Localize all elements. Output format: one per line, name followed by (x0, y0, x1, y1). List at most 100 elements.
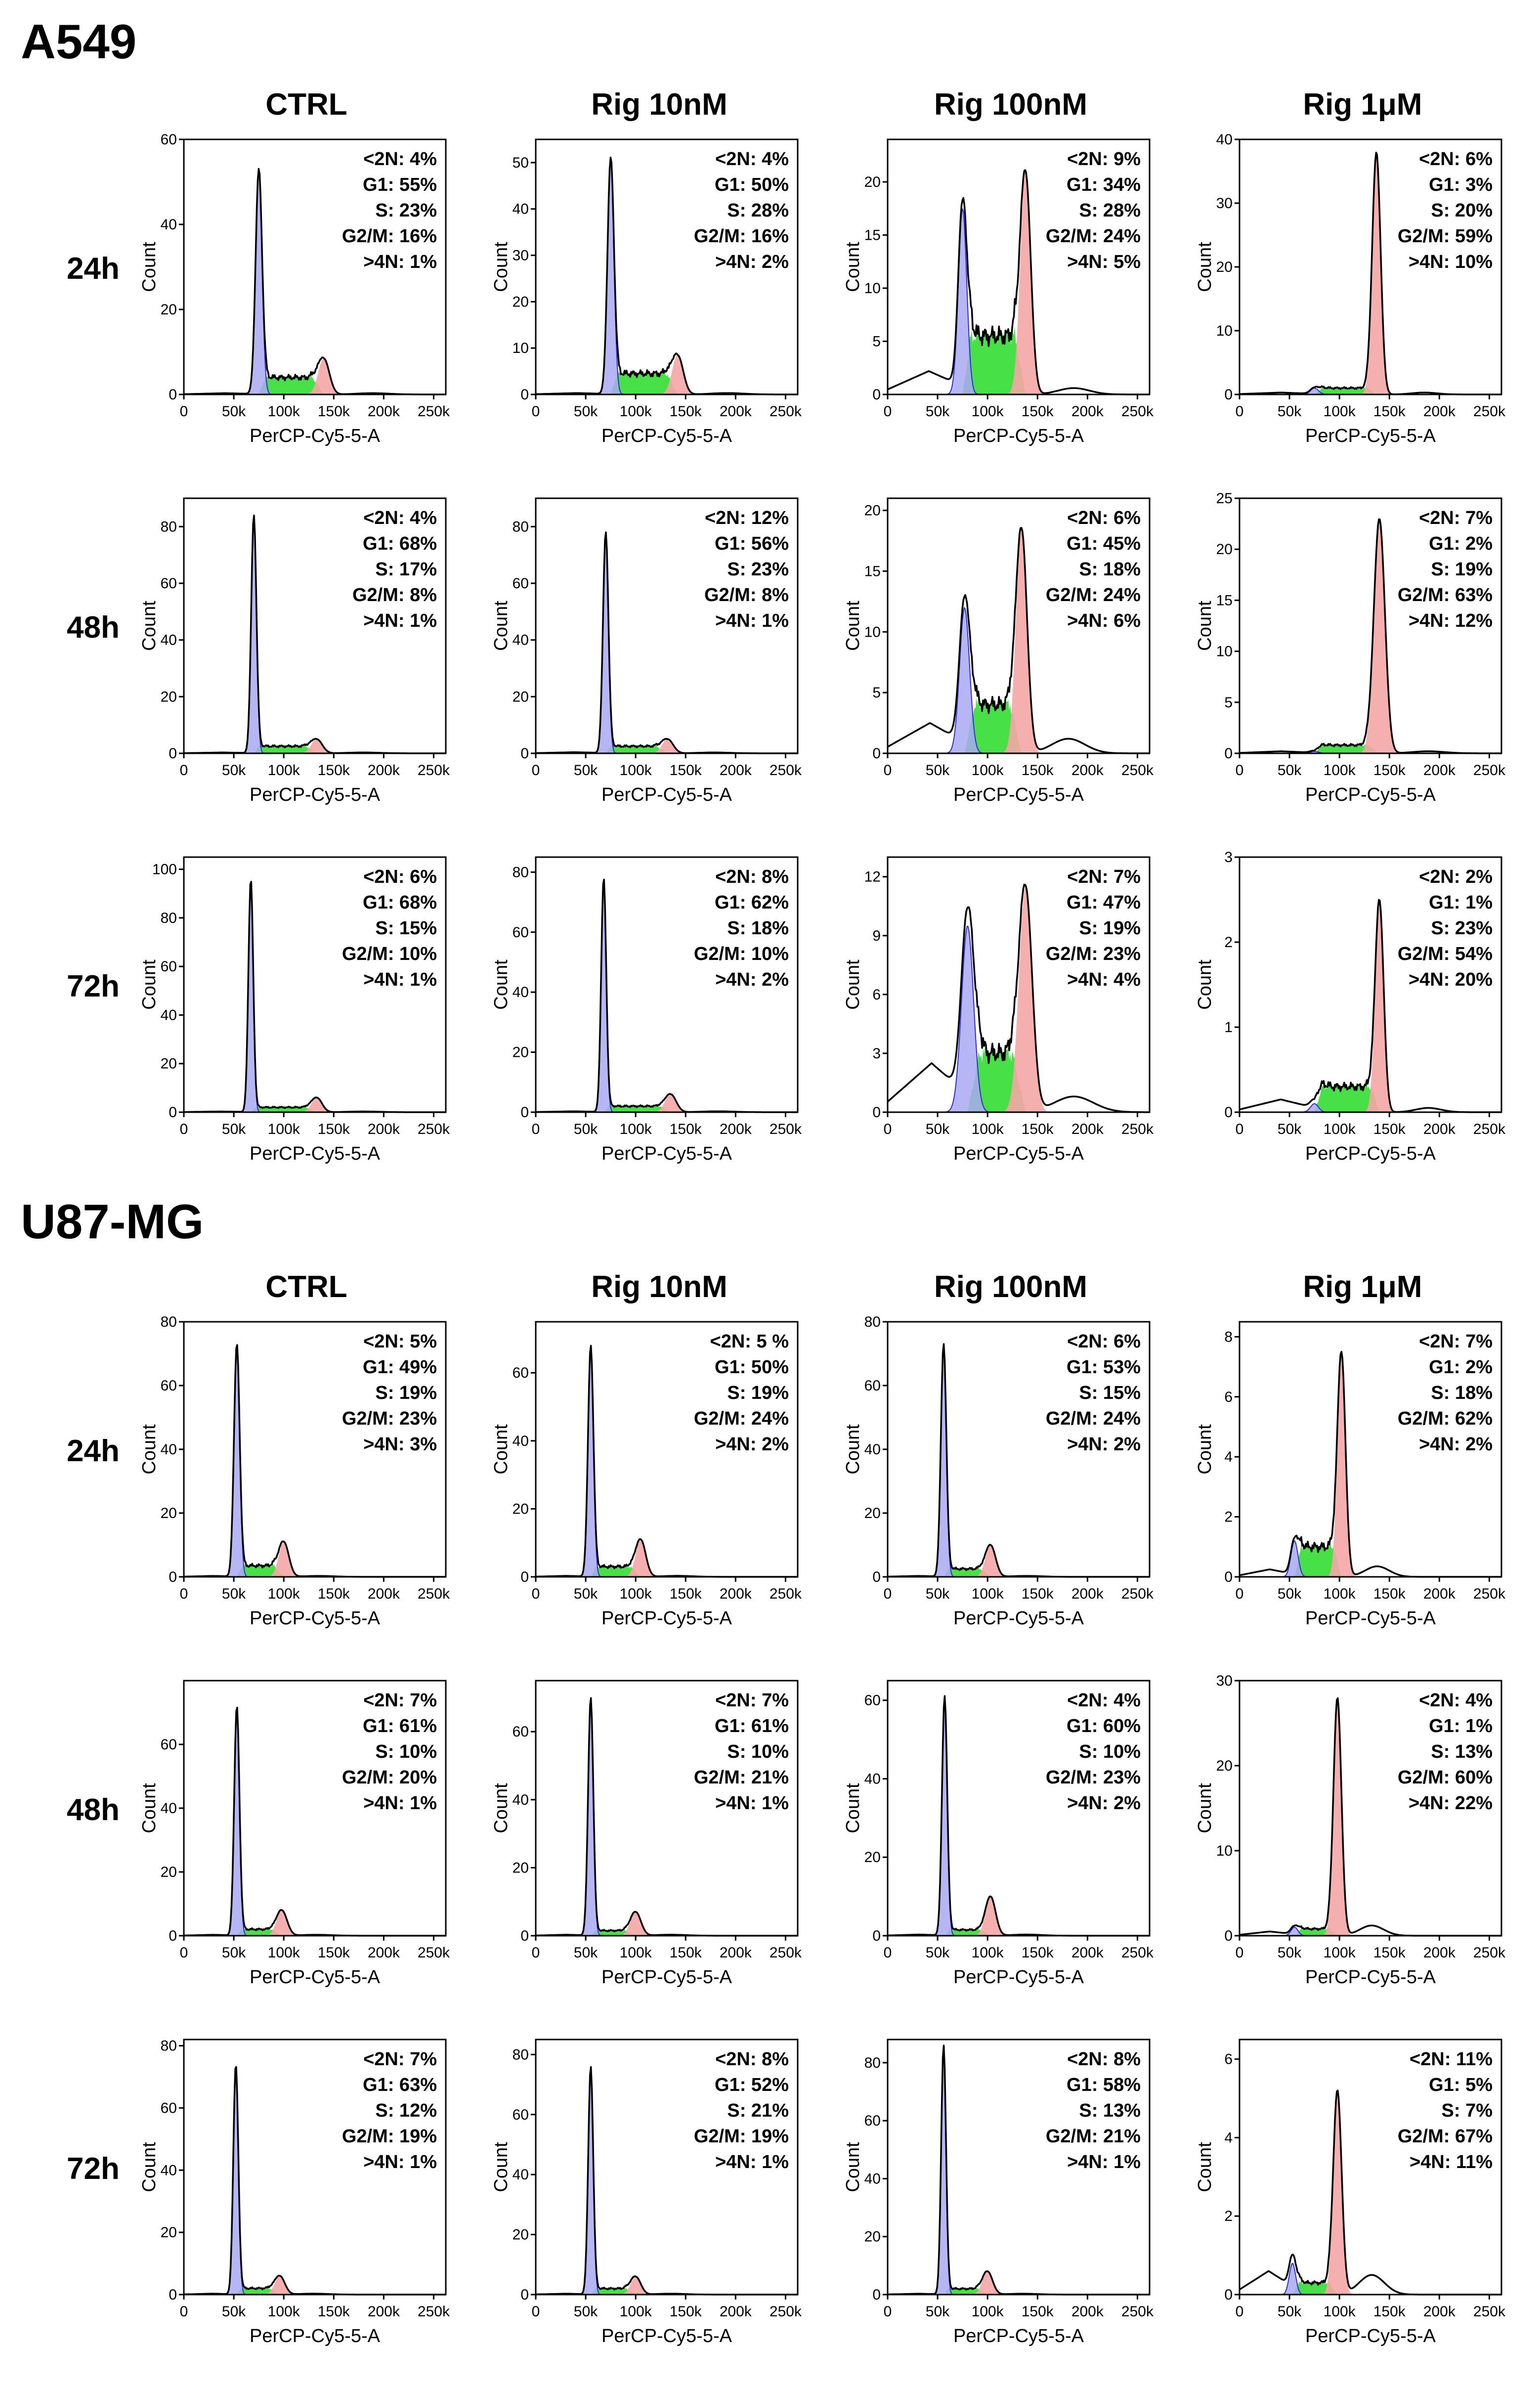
phase-stat: <2N: 2% (1419, 867, 1493, 887)
x-tick-label: 200k (368, 1586, 400, 1602)
g1-fill (888, 1344, 1150, 1577)
x-tick-label: 200k (368, 1945, 400, 1961)
phase-stat: G2/M: 19% (342, 2126, 437, 2147)
histogram-outline (184, 880, 446, 1113)
x-tick-label: 250k (1121, 1945, 1154, 1961)
histogram-outline (887, 883, 1150, 1113)
x-tick-label: 150k (670, 762, 702, 779)
y-tick-label: 20 (864, 2229, 881, 2245)
histogram-panel-0-11: 0 1 2 3 0 50k 100k 150k 200k 250k PerCP-Cy5-5-A Cou… (1195, 849, 1506, 1164)
x-tick-label: 100k (620, 2303, 652, 2320)
y-tick-label: 60 (513, 575, 529, 592)
histogram-panel-0-10: 0 3 6 9 12 0 50k 100k 150k 200k 250k PerCP-Cy5-5-A C… (843, 856, 1154, 1164)
y-tick-label: 0 (872, 1104, 881, 1121)
phase-stat: >4N: 1% (363, 2152, 437, 2172)
phase-stat: G2/M: 62% (1398, 1408, 1493, 1429)
phase-stat: <2N: 6% (363, 867, 437, 887)
x-tick-label: 100k (268, 1945, 300, 1961)
section-title: A549 (21, 14, 136, 69)
phase-stat: G1: 2% (1429, 1357, 1493, 1378)
g1-fill (536, 880, 798, 1113)
phase-stat: >4N: 11% (1410, 2152, 1493, 2172)
y-axis-label: Count (1195, 1783, 1215, 1833)
x-tick-label: 150k (1022, 2303, 1054, 2320)
x-tick-label: 250k (1473, 1121, 1506, 1137)
phase-stat: <2N: 12% (705, 508, 789, 528)
y-tick-label: 20 (161, 2224, 177, 2241)
x-tick-label: 250k (1473, 2303, 1506, 2320)
histogram-panel-0-7: 0 5 10 15 20 25 0 50k 100k 150k 200k 250k PerCP-Cy5-… (1195, 490, 1506, 805)
y-axis-label: Count (139, 242, 160, 292)
y-tick-label: 20 (161, 1864, 177, 1880)
y-tick-label: 10 (864, 280, 881, 297)
phase-stat: <2N: 7% (1419, 508, 1493, 528)
y-tick-label: 12 (864, 869, 881, 885)
s-phase-fill (1240, 1541, 1501, 1577)
x-tick-label: 100k (620, 1945, 652, 1961)
y-tick-label: 5 (1224, 695, 1233, 711)
g1-fill (184, 882, 446, 1113)
y-tick-label: 0 (1224, 745, 1233, 762)
phase-stat: G2/M: 24% (1046, 585, 1141, 606)
x-tick-label: 100k (268, 762, 300, 779)
x-axis-label: PerCP-Cy5-5-A (250, 426, 381, 446)
y-tick-label: 0 (520, 387, 529, 403)
x-tick-label: 150k (1373, 762, 1406, 779)
phase-stat: G1: 61% (363, 1716, 437, 1737)
histogram-panel-1-1: 0 20 40 60 0 50k 100k 150k 200k 250k PerCP-Cy5-5-A… (491, 1321, 802, 1629)
x-tick-label: 250k (770, 1945, 802, 1961)
phase-stat: >4N: 1% (715, 2152, 789, 2172)
phase-stat: G2/M: 20% (342, 1767, 437, 1788)
phase-stat: <2N: 4% (363, 508, 437, 528)
phase-stat: >4N: 1% (363, 610, 437, 631)
x-tick-label: 50k (1278, 1945, 1302, 1961)
g1-fill (184, 1346, 446, 1577)
y-tick-label: 60 (161, 1378, 177, 1394)
y-axis-label: Count (139, 2142, 160, 2192)
x-tick-label: 0 (180, 1121, 188, 1137)
histogram-outline (535, 1345, 798, 1578)
histogram-panel-0-3: 0 10 20 30 40 0 50k 100k 150k 200k 250k PerCP-Cy5-5… (1195, 131, 1506, 446)
x-axis-label: PerCP-Cy5-5-A (601, 426, 732, 446)
x-tick-label: 100k (268, 2303, 300, 2320)
phase-stat: G1: 1% (1429, 892, 1493, 913)
y-tick-label: 0 (872, 745, 881, 762)
g2m-fill (536, 1539, 798, 1577)
phase-stat: S: 18% (727, 918, 789, 939)
y-tick-label: 60 (161, 2100, 177, 2116)
plot-frame (535, 497, 799, 754)
column-header: Rig 10nM (591, 1270, 727, 1304)
y-tick-label: 8 (1224, 1329, 1233, 1345)
x-tick-label: 0 (532, 762, 540, 779)
y-tick-label: 20 (1216, 259, 1233, 275)
y-tick-label: 0 (169, 1569, 177, 1585)
phase-stat: <2N: 7% (363, 1690, 437, 1711)
y-tick-label: 40 (161, 217, 177, 233)
histogram-outline (887, 527, 1150, 754)
x-tick-label: 200k (720, 403, 752, 420)
x-tick-label: 200k (1423, 1945, 1456, 1961)
y-tick-label: 0 (1224, 1928, 1233, 1944)
y-tick-label: 40 (864, 2171, 881, 2187)
x-tick-label: 150k (318, 1586, 350, 1602)
phase-stat: <2N: 4% (715, 149, 789, 170)
y-axis-label: Count (491, 1783, 512, 1833)
y-tick-label: 20 (161, 1056, 177, 1072)
plot-frame (887, 1680, 1151, 1937)
phase-stat: G1: 5% (1429, 2075, 1493, 2095)
g2m-fill (888, 887, 1150, 1112)
x-tick-label: 200k (368, 403, 400, 420)
y-tick-label: 40 (161, 632, 177, 649)
x-tick-label: 150k (670, 1121, 702, 1137)
g1-fill (1240, 2262, 1501, 2295)
phase-stat: G1: 68% (363, 533, 437, 554)
phase-stat: S: 7% (1442, 2100, 1493, 2121)
phase-stat: G2/M: 24% (694, 1408, 789, 1429)
histogram-outline (887, 1343, 1150, 1578)
y-tick-label: 0 (872, 387, 881, 403)
y-tick-label: 0 (872, 1928, 881, 1944)
phase-stat: S: 28% (727, 200, 789, 221)
x-tick-label: 100k (1324, 2303, 1356, 2320)
y-tick-label: 3 (872, 1045, 881, 1062)
